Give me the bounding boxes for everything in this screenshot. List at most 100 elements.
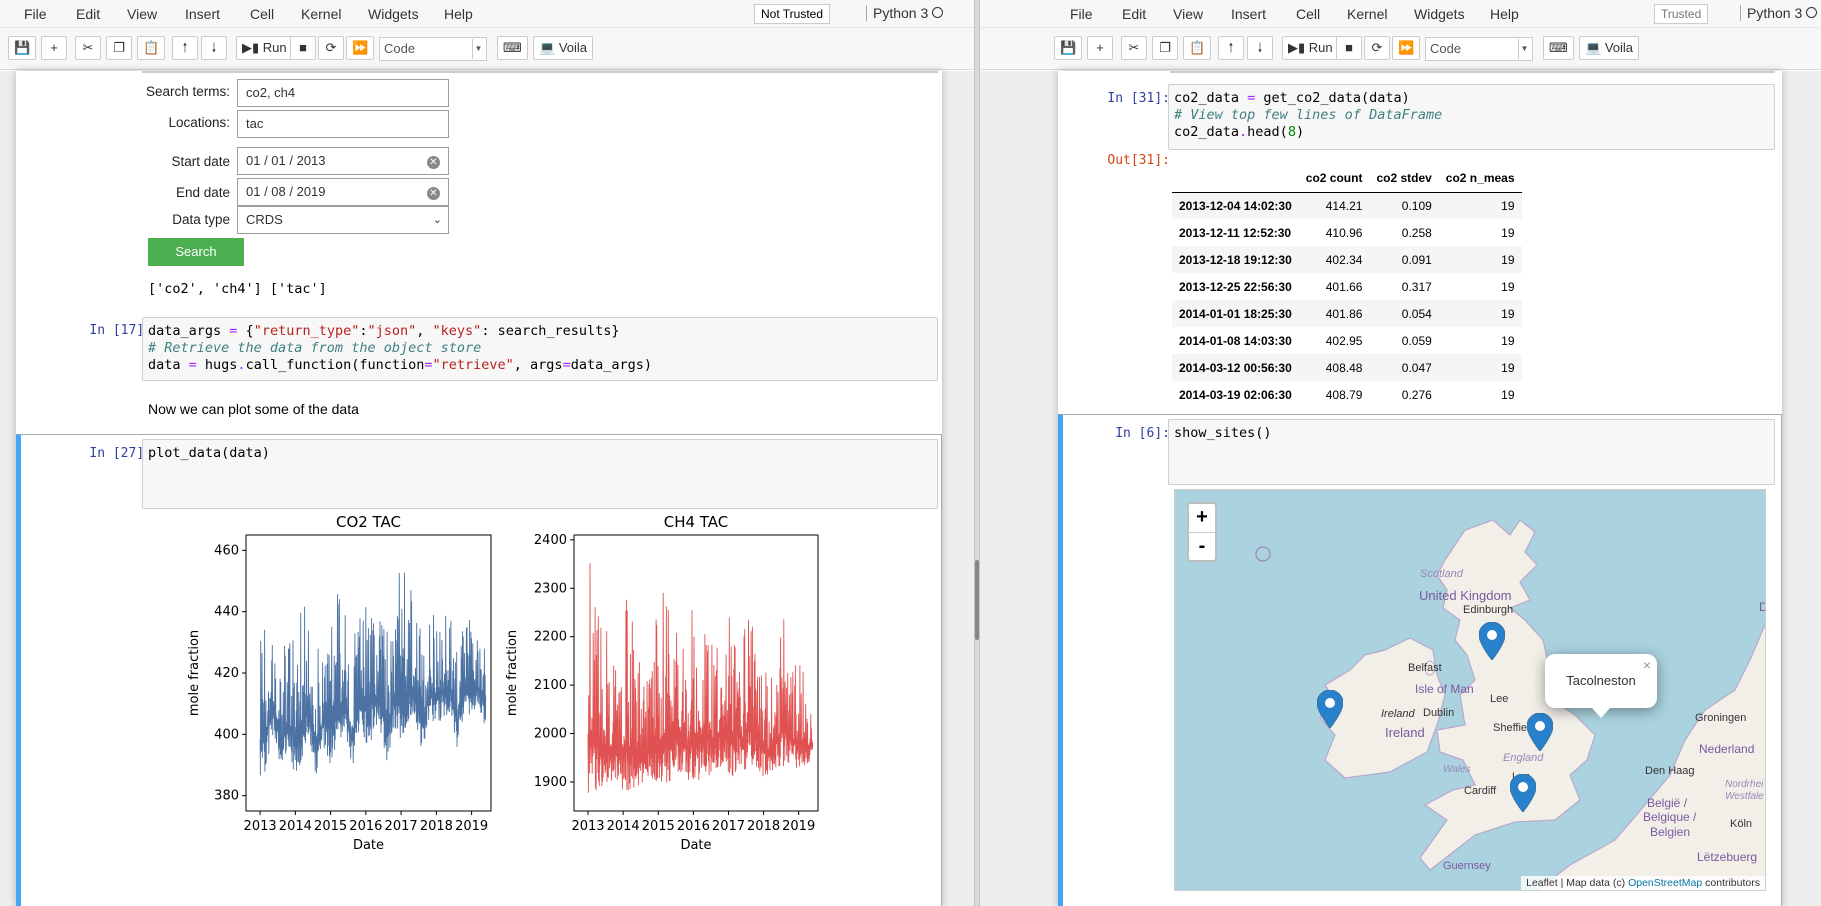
pane-splitter[interactable] [974,0,980,906]
keyboard-icon[interactable]: ⌨ [497,36,528,60]
sites-map[interactable]: + - Scotland United Kingdom Edinburgh Be… [1174,489,1766,891]
menu-kernel[interactable]: Kernel [1347,6,1388,22]
keyboard-icon[interactable]: ⌨ [1543,36,1574,60]
add-cell-icon[interactable]: + [41,36,67,60]
notebook-area: Search terms: co2, ch4 Locations: tac St… [0,71,980,906]
map-label: Köln [1730,818,1753,830]
menu-view[interactable]: View [1173,6,1204,22]
locations-input[interactable]: tac [237,110,449,138]
move-up-icon[interactable]: 🠑 [172,36,198,60]
search-button[interactable]: Search [148,238,244,266]
move-down-icon[interactable]: 🠓 [201,36,227,60]
zoom-out-button[interactable]: - [1189,532,1215,560]
cell-type-select[interactable]: Code ▼ [1425,37,1533,61]
copy-icon[interactable]: ❐ [1152,36,1178,60]
menu-widgets[interactable]: Widgets [1414,6,1465,22]
voila-button[interactable]: 💻 Voila [1579,36,1640,60]
trust-indicator[interactable]: Trusted [1654,4,1709,24]
table-cell: 19 [1501,387,1515,402]
table-row: 2014-03-12 00:56:30 408.48 0.047 19 [1172,354,1522,381]
menu-file[interactable]: File [1070,6,1093,22]
map-label: Edinburgh [1463,604,1514,616]
map-label: België / [1647,796,1688,810]
voila-button[interactable]: 💻 Voila [533,36,594,60]
splitter-grip[interactable] [975,560,979,640]
trust-indicator[interactable]: Not Trusted [754,4,831,24]
map-label: Dublin [1423,707,1455,719]
x-tick-label: 2016 [349,819,382,834]
table-cell: 0.317 [1401,279,1432,294]
code-token: call_function(function [245,357,425,373]
table-row: 2013-12-04 14:02:30 414.21 0.109 19 [1172,192,1522,219]
menu-edit[interactable]: Edit [1122,6,1147,22]
x-tick-label: 2013 [244,819,277,834]
menu-widgets[interactable]: Widgets [368,6,419,22]
code-cell-6[interactable]: show_sites() [1168,419,1775,485]
output-prompt: Out[31]: [1107,153,1170,168]
end-date-input[interactable]: 01 / 08 / 2019 ✕ [237,178,449,206]
menu-help[interactable]: Help [444,6,473,22]
row-index: 2013-12-04 14:02:30 [1179,198,1292,213]
search-terms-input[interactable]: co2, ch4 [237,79,449,107]
run-icon: ▶▮ [1288,40,1309,55]
popup-tip [1592,708,1610,718]
map-marker-icon[interactable] [1510,774,1536,812]
restart-icon[interactable]: ⟳ [318,36,344,60]
locations-label: Locations: [168,115,230,130]
clear-date-icon[interactable]: ✕ [427,156,440,169]
notebook-container: Search terms: co2, ch4 Locations: tac St… [16,71,942,906]
stop-icon[interactable]: ■ [290,36,316,60]
restart-icon[interactable]: ⟳ [1364,36,1390,60]
code-cell-17[interactable]: data_args = {"return_type":"json", "keys… [142,317,938,381]
menu-cell[interactable]: Cell [1296,6,1321,22]
copy-icon[interactable]: ❐ [106,36,132,60]
zoom-in-button[interactable]: + [1196,506,1208,528]
menu-cell[interactable]: Cell [250,6,275,22]
save-icon[interactable]: 💾 [8,36,37,60]
run-button[interactable]: ▶▮ Run [1282,36,1339,60]
paste-icon[interactable]: 📋 [1183,36,1212,60]
table-row: 2014-01-08 14:03:30 402.95 0.059 19 [1172,327,1522,354]
run-button[interactable]: ▶▮ Run [236,36,293,60]
start-date-input[interactable]: 01 / 01 / 2013 ✕ [237,147,449,175]
move-down-icon[interactable]: 🠓 [1247,36,1273,60]
right-notebook-window: File Edit View Insert Cell Kernel Widget… [980,0,1821,906]
data-type-select[interactable]: CRDS ⌄ [237,206,449,234]
stop-icon[interactable]: ■ [1336,36,1362,60]
map-marker-icon[interactable] [1527,713,1553,751]
y-tick-label: 400 [214,727,239,742]
kernel-status-icon [1806,7,1817,18]
x-axis-label: Date [680,838,711,853]
menu-edit[interactable]: Edit [76,6,101,22]
selected-cell-27[interactable] [16,434,942,906]
y-tick-label: 380 [214,789,239,804]
table-cell: 0.109 [1401,198,1432,213]
menu-help[interactable]: Help [1490,6,1519,22]
restart-run-all-icon[interactable]: ⏩ [1392,36,1421,60]
paste-icon[interactable]: 📋 [137,36,166,60]
map-marker-icon[interactable] [1317,690,1343,728]
move-up-icon[interactable]: 🠑 [1218,36,1244,60]
cell-type-select[interactable]: Code ▼ [379,37,487,61]
menu-insert[interactable]: Insert [185,6,221,22]
openstreetmap-link[interactable]: OpenStreetMap [1628,877,1703,889]
code-cell-27[interactable]: plot_data(data) [142,439,938,509]
code-token: "json" [367,323,417,339]
add-cell-icon[interactable]: + [1087,36,1113,60]
clear-date-icon[interactable]: ✕ [427,187,440,200]
map-marker-icon[interactable] [1479,622,1505,660]
save-icon[interactable]: 💾 [1054,36,1083,60]
x-tick-label: 2015 [314,819,347,834]
restart-run-all-icon[interactable]: ⏩ [346,36,375,60]
menu-insert[interactable]: Insert [1231,6,1267,22]
menu-view[interactable]: View [127,6,158,22]
code-cell-31[interactable]: co2_data = get_co2_data(data) # View top… [1168,84,1775,150]
map-label: Sheffield [1493,722,1536,734]
menu-file[interactable]: File [24,6,47,22]
close-icon[interactable]: × [1642,657,1651,673]
cell-type-value: Code [1430,41,1462,56]
menu-kernel[interactable]: Kernel [301,6,342,22]
cut-icon[interactable]: ✂ [75,36,101,60]
cut-icon[interactable]: ✂ [1121,36,1147,60]
